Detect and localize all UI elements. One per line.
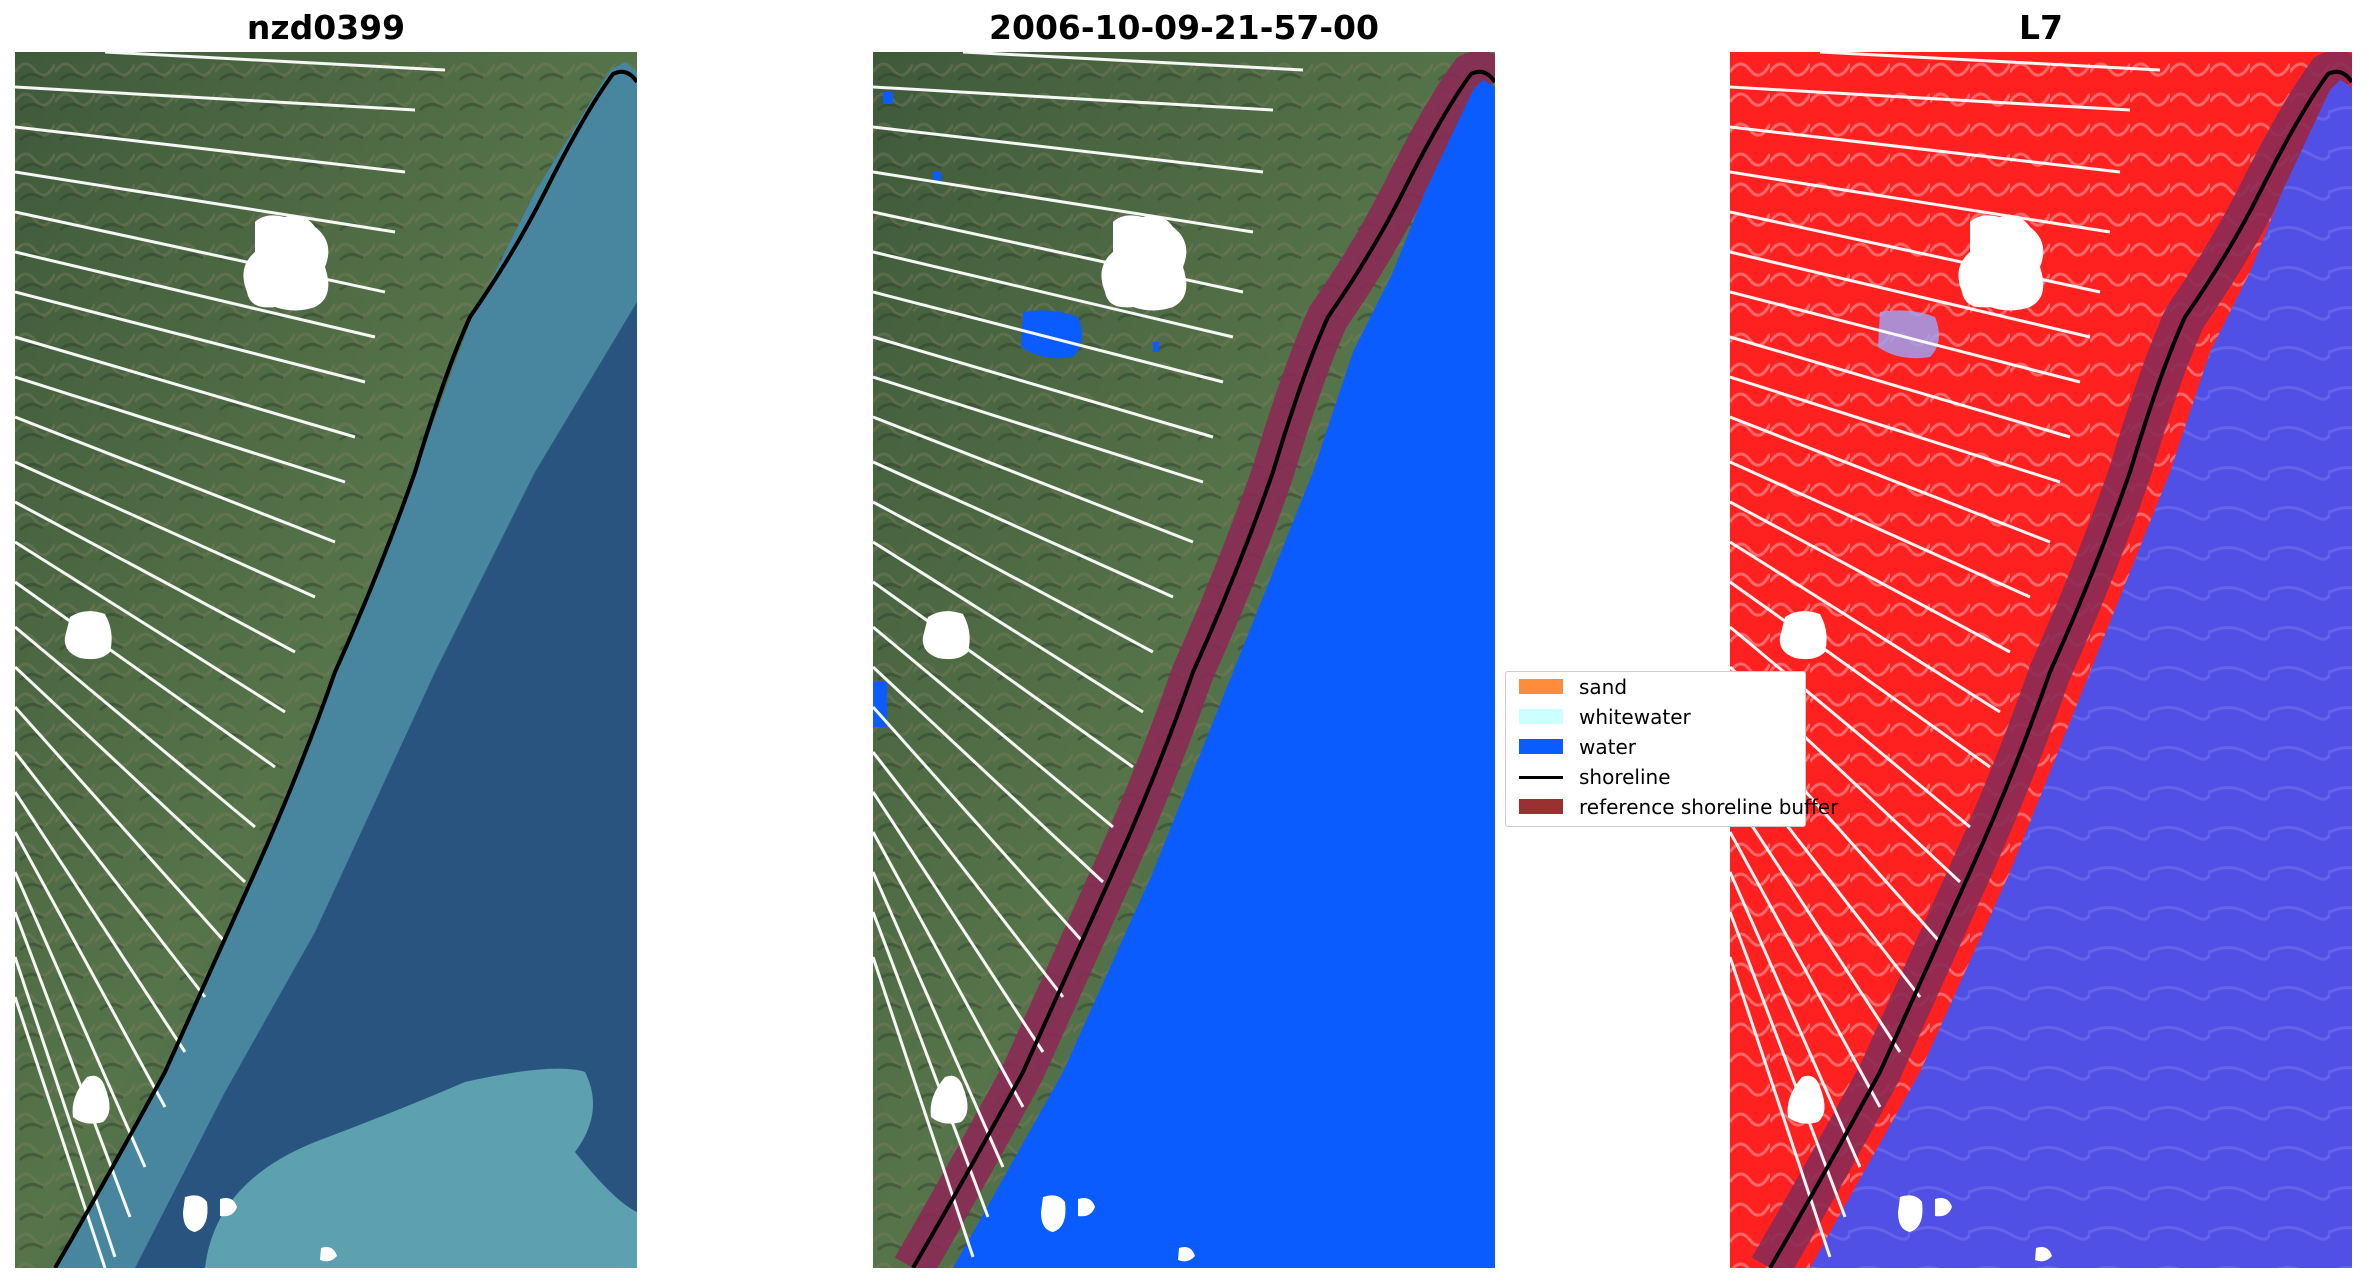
- legend-label: reference shoreline buffer: [1579, 795, 1839, 819]
- panel-title-classified: 2006-10-09-21-57-00: [989, 8, 1379, 47]
- legend: sand whitewater water shoreline referenc…: [1505, 671, 1838, 827]
- legend-label: whitewater: [1579, 705, 1691, 729]
- index-image-panel: [1730, 52, 2352, 1268]
- classified-image-panel: [873, 52, 1495, 1268]
- legend-swatch-water: [1519, 739, 1563, 754]
- panel-title-rgb: nzd0399: [246, 8, 406, 47]
- panel-title-index: L7: [2019, 8, 2063, 47]
- shoreline-path: [53, 69, 637, 1268]
- legend-label: shoreline: [1579, 765, 1671, 789]
- legend-label: water: [1579, 735, 1636, 759]
- legend-label: sand: [1579, 675, 1628, 699]
- legend-line-shoreline: [1519, 776, 1563, 779]
- legend-swatch-reference-buffer: [1519, 799, 1563, 814]
- rgb-image-panel: [15, 52, 637, 1268]
- cloud-mask: [64, 215, 337, 1262]
- water-class-area: [953, 80, 1495, 1268]
- legend-swatch-whitewater: [1519, 709, 1563, 724]
- legend-swatch-sand: [1519, 679, 1563, 694]
